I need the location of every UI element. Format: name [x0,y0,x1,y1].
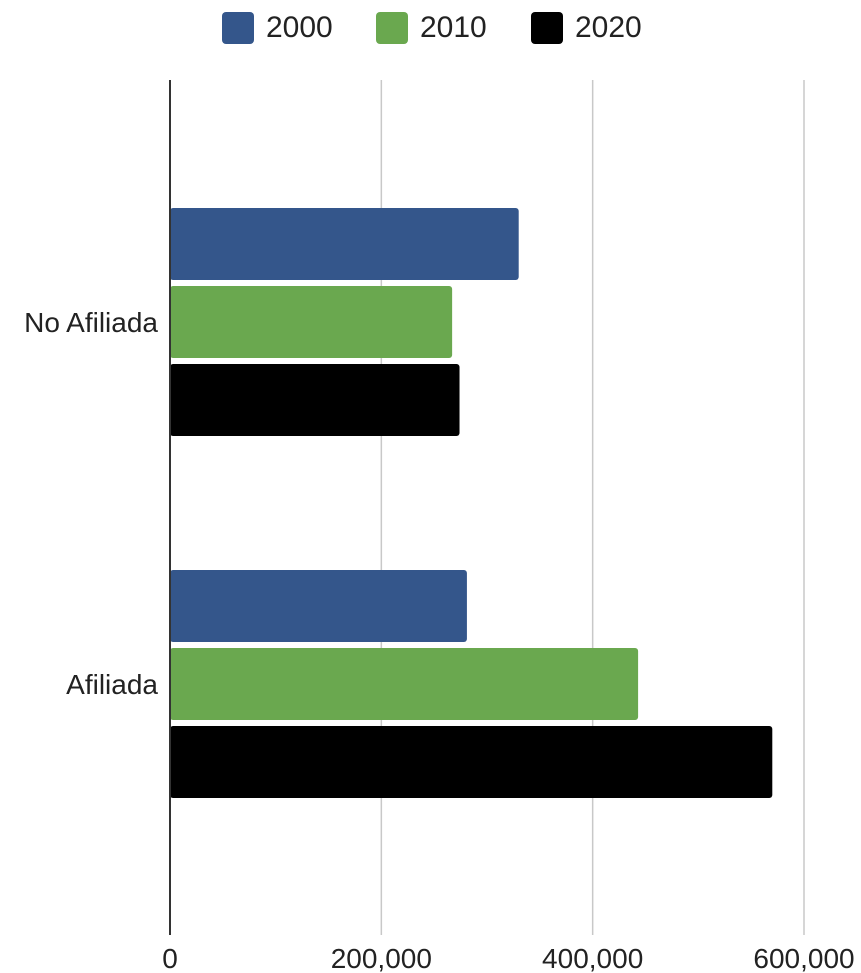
legend-item: 2000 [222,6,333,50]
legend: 2000 2010 2020 [0,6,861,50]
bar-2020 [170,364,460,436]
legend-label: 2020 [575,11,642,44]
legend-swatch [531,12,563,44]
bar-2010 [170,648,639,720]
category-label: Afiliada [66,669,158,700]
x-tick-label: 200,000 [331,943,432,973]
bar-2000 [170,570,467,642]
category-label: No Afiliada [24,307,158,338]
x-tick-label: 600,000 [753,943,854,973]
x-tick-label: 0 [162,943,178,973]
bar-2010 [170,286,453,358]
legend-swatch [222,12,254,44]
bar-2000 [170,208,519,280]
legend-label: 2000 [266,11,333,44]
legend-label: 2010 [420,11,487,44]
x-tick-label: 400,000 [542,943,643,973]
legend-item: 2020 [531,6,642,50]
legend-item: 2010 [376,6,487,50]
legend-swatch [376,12,408,44]
bar-2020 [170,726,773,798]
